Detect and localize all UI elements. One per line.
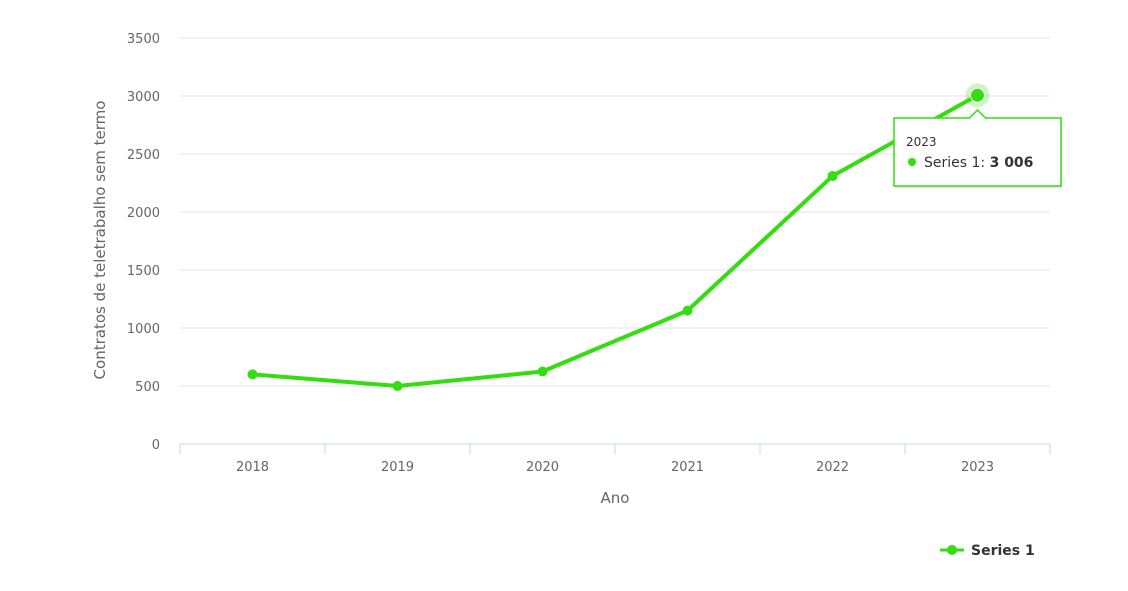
data-point[interactable] (827, 171, 838, 182)
x-axis (179, 443, 1051, 454)
tooltip-series-label: Series 1: (924, 155, 990, 171)
tooltip-box (893, 108, 1062, 187)
y-axis-title: Contratos de teletrabalho sem termo (91, 101, 109, 380)
data-point[interactable] (247, 369, 258, 380)
tooltip-series-dot (908, 158, 916, 166)
legend[interactable]: Series 1 (940, 543, 1035, 559)
y-tick-label: 2500 (127, 148, 160, 163)
y-tick-label: 2000 (127, 206, 160, 221)
y-tick-label: 3000 (127, 90, 160, 105)
tooltip: 2023 Series 1: 3 006 (893, 108, 1062, 188)
y-tick-label: 500 (135, 380, 160, 395)
grid-lines (180, 37, 1050, 387)
data-point[interactable] (682, 305, 693, 316)
x-tick-label: 2021 (671, 460, 704, 475)
legend-symbol-marker (947, 545, 957, 555)
x-axis-title: Ano (601, 489, 630, 507)
x-tick-label: 2019 (381, 460, 414, 475)
x-axis-tick-labels: 2018 2019 2020 2021 2022 2023 (236, 460, 994, 475)
legend-item-series-1[interactable]: Series 1 (971, 543, 1035, 559)
y-axis-tick-labels: 0 500 1000 1500 2000 2500 3000 3500 (127, 32, 160, 453)
x-tick-label: 2023 (961, 460, 994, 475)
x-tick-label: 2018 (236, 460, 269, 475)
y-tick-label: 1000 (127, 322, 160, 337)
y-tick-label: 0 (152, 438, 160, 453)
x-tick-label: 2020 (526, 460, 559, 475)
y-tick-label: 1500 (127, 264, 160, 279)
data-point[interactable] (392, 381, 403, 391)
y-tick-label: 3500 (127, 32, 160, 47)
tooltip-body: Series 1: 3 006 (924, 155, 1033, 171)
data-point-hovered[interactable] (970, 87, 985, 103)
x-tick-label: 2022 (816, 460, 849, 475)
tooltip-header: 2023 (906, 135, 937, 149)
tooltip-value: 3 006 (990, 155, 1034, 171)
series-line[interactable] (250, 93, 980, 388)
data-point[interactable] (537, 366, 548, 377)
series-group (247, 83, 990, 391)
